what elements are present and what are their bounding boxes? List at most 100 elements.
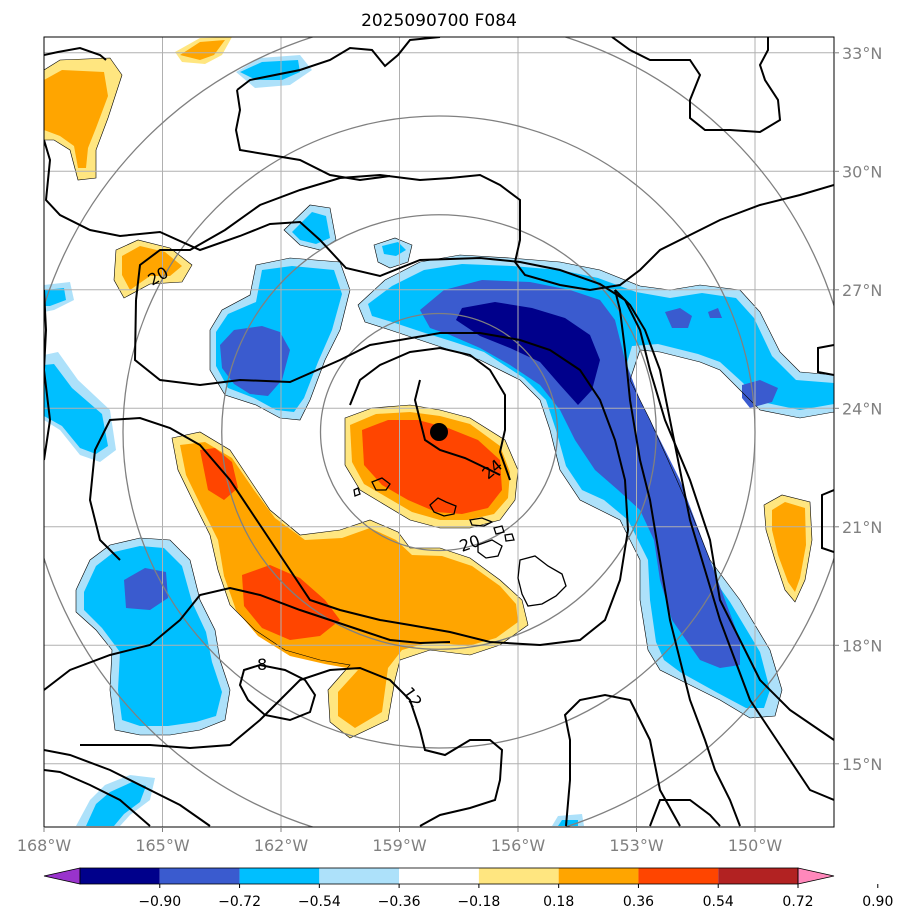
range-rings [44,37,834,827]
contour-line [238,663,317,722]
shade-pos-high [242,565,340,640]
shade-outline [44,57,123,181]
island-outline [469,517,494,527]
shade-neg-mid [44,364,108,454]
island-outline [477,539,503,559]
shade-neg-mid [84,546,222,726]
colorbar-label: 0.90 [862,894,893,910]
y-tick-label: 21°N [842,518,882,537]
y-tick-label: 15°N [842,755,882,774]
x-tick-label: 165°W [135,836,190,855]
colorbar-extend-high [797,867,835,885]
island-outline [493,525,505,535]
colorbar-segment [319,868,400,884]
contour-line [614,289,741,827]
colorbar-frame [79,867,799,885]
contour-line [349,346,511,481]
shade-neg-mid [240,60,300,80]
contour-line [44,289,52,461]
contour-line [563,693,681,827]
contour-line [44,586,451,691]
shade-outline [209,257,351,421]
coastlines [353,477,567,607]
contour-lines [44,37,834,827]
colorbar-segment [80,868,160,884]
shade-outline [171,431,529,739]
contour-line [236,37,441,91]
colorbar-label: 0.72 [782,894,813,910]
contour-line [44,46,107,61]
colorbar-label: −0.36 [378,894,421,910]
shade-pos-mid [122,246,182,290]
y-tick-label: 24°N [842,399,882,418]
colorbar-label: −0.90 [138,894,181,910]
range-ring [122,115,756,749]
y-tick-label: 18°N [842,636,882,655]
contour-line [611,37,782,134]
colorbar-segment [638,868,719,884]
shade-neg-mid [44,288,66,306]
colorbar-label: −0.54 [298,894,341,910]
contour-line [88,299,630,647]
colorbar-segment [239,868,320,884]
map-area: 20 24 20 8 12 [44,37,834,827]
x-tick-label: 162°W [254,836,309,855]
colorbar-label: 0.54 [703,894,734,910]
colorbar-label: 0.18 [543,894,574,910]
colorbar-segment [478,868,559,884]
high-positive-shading [200,420,502,640]
island-outline [371,477,391,491]
shading-outlines [44,57,834,739]
shade-neg-high [420,280,740,668]
x-tick-label: 156°W [491,836,546,855]
storm-center-marker [430,423,448,441]
chart-title: 2025090700 F084 [361,11,517,31]
shade-neg-high [220,326,290,396]
shade-pos-mid [44,70,108,168]
y-axis-ticks: 15°N 18°N 21°N 24°N 27°N 30°N 33°N [834,44,882,774]
island-outline [429,497,457,517]
island-outline [504,533,515,542]
colorbar-label: −0.18 [457,894,500,910]
contour-line [44,139,834,741]
contour-line [821,489,834,553]
colorbar-segment [159,868,240,884]
island-outline [517,555,567,607]
y-tick-label: 33°N [842,44,882,63]
contour-line [649,799,721,827]
contour-label: 8 [257,655,267,674]
contour-line [817,344,834,376]
shade-pos-mid [180,442,518,728]
shade-outline [357,254,834,719]
x-tick-label: 153°W [609,836,664,855]
shade-neg-high [708,308,722,318]
contour-line [413,379,501,476]
shade-outline [344,404,519,529]
x-tick-label: 159°W [372,836,427,855]
range-ring [319,312,559,552]
shade-neg-mid [86,782,146,826]
y-tick-label: 27°N [842,281,882,300]
colorbar-segment [399,868,479,884]
contour-line [614,289,834,801]
shade-pos-high [362,420,502,514]
shade-neg-mid [292,212,330,244]
y-tick-label: 30°N [842,162,882,181]
range-ring [221,214,657,650]
colorbar: −0.90 −0.72 −0.54 −0.36 −0.18 0.18 0.36 0.54 0.7… [43,867,893,910]
shade-neg-high [124,568,168,610]
contour-line [80,666,504,827]
colorbar-segment [558,868,639,884]
shade-outline [373,237,413,269]
colorbar-segment [718,868,798,884]
contour-line [135,173,834,301]
contour-line [44,769,151,827]
shade-outline [75,537,231,736]
shade-neg-high [665,308,692,328]
colorbar-label: −0.72 [218,894,261,910]
x-tick-label: 168°W [17,836,72,855]
colorbar-extend-low [43,867,81,885]
x-tick-label: 150°W [728,836,783,855]
shade-outline [763,494,813,603]
